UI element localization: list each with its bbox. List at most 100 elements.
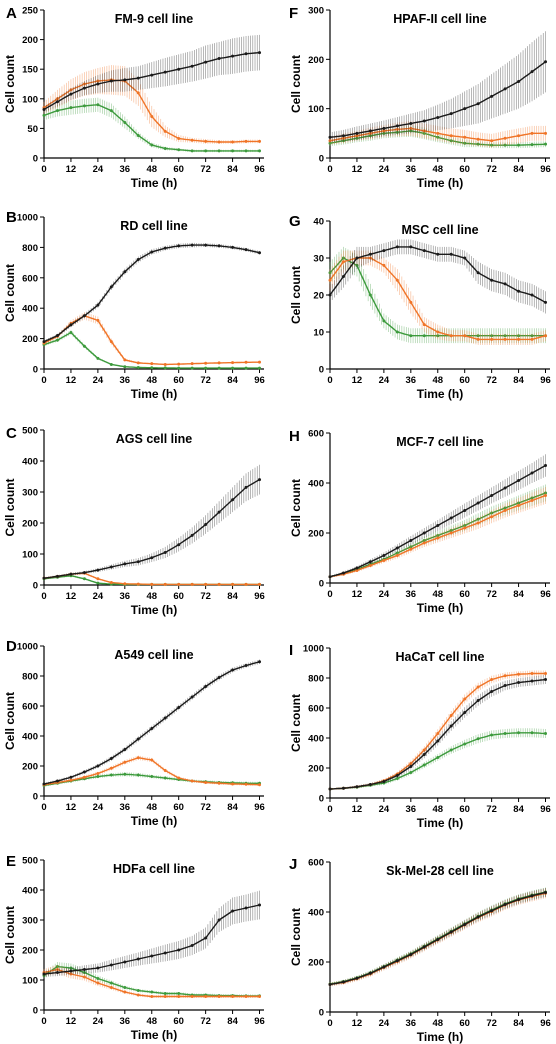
data-point — [422, 119, 426, 123]
data-point — [204, 995, 208, 998]
series-orange — [328, 121, 548, 148]
x-tick-label: 96 — [254, 375, 265, 386]
x-tick-label: 24 — [379, 804, 390, 815]
data-point — [258, 366, 262, 370]
data-point — [244, 248, 248, 252]
y-tick-label: 0 — [319, 365, 324, 376]
x-tick-label: 48 — [432, 804, 443, 815]
data-point — [177, 136, 181, 140]
data-point — [463, 742, 467, 746]
data-point — [463, 256, 467, 260]
y-tick-label: 200 — [22, 35, 38, 46]
data-point — [409, 539, 413, 542]
data-point — [463, 711, 467, 714]
data-point — [409, 245, 413, 249]
data-point — [395, 130, 399, 134]
data-point — [341, 139, 345, 143]
x-tick-label: 84 — [227, 591, 238, 602]
data-point — [328, 983, 332, 986]
data-point — [503, 509, 507, 512]
data-point — [544, 464, 548, 467]
series-orange — [42, 755, 262, 787]
data-point — [258, 783, 262, 787]
data-point — [409, 300, 413, 304]
y-tick-label: 400 — [22, 304, 38, 315]
data-point — [231, 366, 235, 370]
y-tick-label: 0 — [33, 154, 38, 165]
data-point — [204, 60, 208, 64]
data-point — [136, 91, 140, 95]
data-point — [69, 323, 73, 327]
data-point — [503, 684, 507, 687]
data-point — [136, 361, 140, 365]
data-point — [436, 131, 440, 135]
x-axis-label: Time (h) — [131, 1028, 177, 1042]
x-tick-label: 12 — [66, 164, 77, 175]
x-tick-label: 48 — [146, 591, 157, 602]
x-axis-label: Time (h) — [131, 603, 177, 617]
data-point — [136, 258, 140, 262]
data-point — [368, 783, 372, 786]
y-tick-label: 1000 — [17, 642, 38, 653]
data-point — [395, 774, 399, 777]
x-axis-label: Time (h) — [417, 601, 463, 615]
x-tick-label: 0 — [41, 1016, 46, 1027]
data-point — [530, 496, 534, 500]
data-point — [490, 515, 494, 519]
data-point — [204, 936, 208, 940]
data-point — [150, 758, 154, 762]
data-point — [177, 67, 181, 71]
x-tick-label: 60 — [459, 1018, 470, 1029]
data-point — [503, 143, 507, 147]
data-point — [530, 672, 534, 675]
data-point — [395, 278, 399, 282]
data-point — [422, 763, 426, 767]
series-line — [329, 257, 546, 337]
data-point — [395, 554, 399, 557]
data-point — [436, 732, 440, 735]
data-point — [109, 773, 113, 777]
series-green — [328, 124, 548, 149]
data-point — [368, 131, 372, 135]
y-tick-label: 0 — [319, 579, 324, 590]
data-point — [204, 582, 208, 586]
data-point — [190, 779, 194, 783]
x-tick-label: 36 — [406, 804, 417, 815]
data-point — [163, 550, 167, 554]
data-point — [150, 727, 154, 730]
x-tick-label: 24 — [379, 164, 390, 175]
data-point — [69, 972, 73, 976]
data-point — [150, 250, 154, 254]
series-green — [328, 246, 548, 344]
data-point — [123, 748, 127, 751]
data-point — [490, 733, 494, 737]
x-tick-label: 96 — [254, 802, 265, 813]
data-point — [530, 894, 534, 898]
y-tick-label: 200 — [22, 762, 38, 773]
data-point — [476, 337, 480, 341]
y-tick-label: 400 — [22, 886, 38, 897]
x-tick-label: 36 — [120, 802, 131, 813]
x-tick-label: 24 — [93, 591, 104, 602]
x-tick-label: 84 — [513, 804, 524, 815]
series-orange — [328, 250, 548, 345]
data-point — [163, 716, 167, 720]
data-point — [463, 334, 467, 338]
data-point — [163, 70, 167, 74]
data-point — [530, 471, 534, 475]
chart-title: Sk-Mel-28 cell line — [386, 864, 494, 878]
data-point — [476, 517, 480, 521]
data-point — [150, 954, 154, 958]
series-line — [43, 904, 260, 975]
data-point — [409, 547, 413, 551]
data-point — [190, 243, 194, 247]
data-point — [355, 131, 359, 135]
data-point — [217, 140, 221, 144]
y-tick-label: 600 — [308, 858, 324, 869]
data-point — [244, 52, 248, 56]
data-point — [517, 731, 521, 735]
x-tick-label: 72 — [200, 802, 211, 813]
data-point — [69, 969, 73, 973]
x-tick-label: 60 — [459, 589, 470, 600]
data-point — [55, 100, 59, 104]
